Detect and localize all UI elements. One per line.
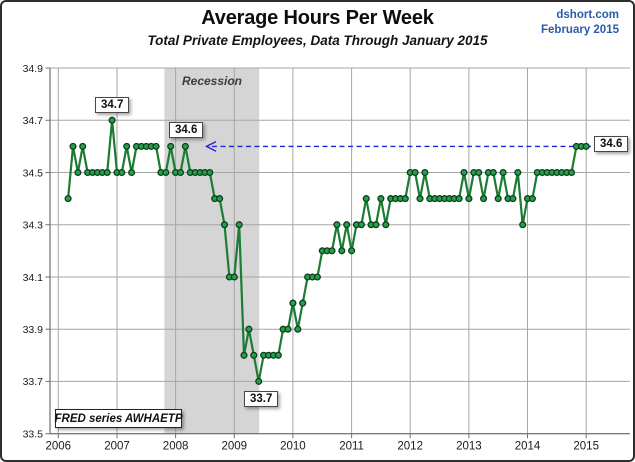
chart-title: Average Hours Per Week bbox=[201, 7, 434, 29]
data-point bbox=[401, 195, 409, 203]
data-point bbox=[382, 221, 390, 229]
source-label: dshort.com bbox=[556, 9, 619, 21]
annotation-latest: 34.6 bbox=[594, 136, 629, 152]
x-tick-label: 2008 bbox=[163, 441, 189, 453]
data-point bbox=[313, 273, 321, 281]
y-tick-label: 33.5 bbox=[23, 429, 44, 441]
data-point bbox=[103, 168, 111, 177]
data-point bbox=[294, 325, 302, 333]
data-point bbox=[152, 142, 160, 150]
data-point bbox=[475, 168, 483, 177]
data-point bbox=[499, 168, 507, 177]
data-point bbox=[421, 168, 429, 177]
data-point bbox=[250, 351, 258, 359]
recession-band-label: Recession bbox=[181, 74, 243, 88]
data-point bbox=[338, 247, 346, 255]
data-point bbox=[514, 168, 522, 177]
data-point bbox=[372, 221, 380, 229]
annotation-trough: 33.7 bbox=[244, 391, 279, 407]
data-point bbox=[79, 142, 87, 150]
data-point bbox=[509, 195, 517, 203]
data-point bbox=[494, 195, 502, 203]
data-point bbox=[348, 247, 356, 255]
data-point bbox=[181, 142, 189, 150]
data-point bbox=[128, 168, 136, 177]
data-point bbox=[357, 221, 365, 229]
x-tick-label: 2011 bbox=[339, 441, 364, 453]
reference-arrowhead bbox=[204, 140, 217, 152]
data-point bbox=[460, 168, 468, 177]
data-point bbox=[123, 142, 131, 150]
data-point bbox=[455, 195, 463, 203]
y-tick-label: 34.1 bbox=[23, 272, 44, 284]
y-tick-label: 33.9 bbox=[23, 324, 44, 336]
date-label: February 2015 bbox=[541, 24, 619, 36]
data-point bbox=[220, 221, 229, 229]
data-point bbox=[235, 221, 243, 229]
data-point bbox=[167, 142, 175, 150]
data-point bbox=[284, 325, 292, 333]
x-tick-label: 2015 bbox=[573, 441, 599, 453]
data-point bbox=[411, 168, 419, 177]
data-point bbox=[240, 351, 248, 359]
data-point bbox=[289, 299, 297, 307]
x-tick-label: 2010 bbox=[280, 441, 306, 453]
data-point bbox=[299, 299, 307, 307]
data-point bbox=[519, 221, 527, 229]
y-tick-label: 34.3 bbox=[23, 220, 44, 232]
data-point bbox=[416, 195, 424, 203]
series-id-box: FRED series AWHAETP bbox=[54, 409, 183, 428]
data-point bbox=[216, 195, 224, 203]
data-point bbox=[162, 168, 170, 177]
data-point bbox=[118, 168, 126, 177]
data-point bbox=[206, 168, 214, 177]
data-point bbox=[582, 142, 590, 150]
data-point bbox=[567, 168, 576, 177]
data-point bbox=[343, 221, 351, 229]
y-tick-label: 33.7 bbox=[23, 376, 44, 388]
x-tick-label: 2006 bbox=[46, 441, 72, 453]
data-point bbox=[328, 247, 336, 255]
data-point bbox=[528, 195, 536, 203]
data-point bbox=[480, 195, 488, 203]
x-tick-label: 2007 bbox=[104, 441, 130, 453]
data-point bbox=[176, 168, 185, 177]
masthead: dshort.com February 2015 bbox=[541, 8, 619, 38]
annotation-pre-recession-high: 34.6 bbox=[169, 122, 204, 138]
annotation-peak: 34.7 bbox=[95, 97, 130, 113]
x-tick-label: 2013 bbox=[456, 441, 482, 453]
data-point bbox=[74, 168, 82, 177]
data-point bbox=[69, 142, 77, 150]
data-point bbox=[64, 195, 72, 203]
data-point bbox=[230, 273, 238, 281]
data-point bbox=[255, 377, 263, 385]
data-point bbox=[377, 195, 385, 203]
x-tick-label: 2012 bbox=[397, 441, 423, 453]
data-point bbox=[362, 195, 370, 203]
data-point bbox=[108, 116, 116, 124]
data-point bbox=[245, 325, 253, 333]
x-tick-label: 2014 bbox=[515, 441, 541, 453]
y-tick-label: 34.7 bbox=[23, 115, 44, 127]
data-point bbox=[333, 221, 341, 229]
x-tick-label: 2009 bbox=[222, 441, 248, 453]
chart-subtitle: Total Private Employees, Data Through Ja… bbox=[147, 33, 488, 48]
y-tick-label: 34.5 bbox=[23, 167, 44, 179]
data-point bbox=[274, 351, 282, 359]
data-point bbox=[489, 168, 497, 177]
data-point bbox=[465, 195, 473, 203]
y-tick-label: 34.9 bbox=[23, 63, 44, 75]
